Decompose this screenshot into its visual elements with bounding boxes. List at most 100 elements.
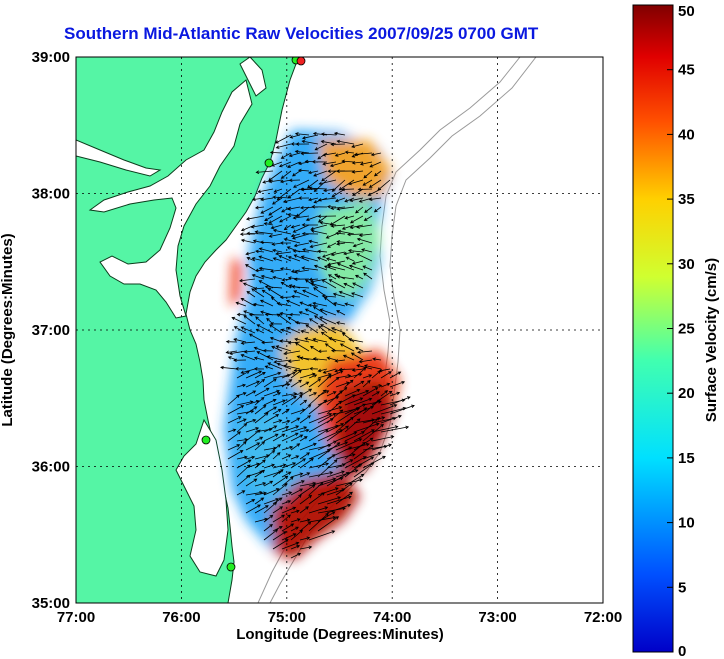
velocity-arrow xyxy=(258,247,274,253)
velocity-arrow xyxy=(272,408,282,415)
velocity-arrow xyxy=(267,287,283,298)
velocity-arrow xyxy=(362,374,373,379)
velocity-arrow xyxy=(356,253,373,262)
velocity-arrow xyxy=(269,336,283,343)
velocity-arrow xyxy=(389,371,402,379)
velocity-arrow xyxy=(336,321,346,325)
velocity-arrow xyxy=(254,412,269,424)
velocity-arrow xyxy=(300,151,319,156)
velocity-arrow xyxy=(344,431,365,442)
velocity-arrow xyxy=(353,389,370,397)
velocity-arrow xyxy=(362,417,381,433)
velocity-arrow xyxy=(389,396,411,406)
velocity-arrow xyxy=(240,326,256,334)
velocity-arrow xyxy=(343,251,355,256)
velocity-arrow xyxy=(341,187,355,192)
velocity-arrow xyxy=(302,248,319,253)
velocity-arrow xyxy=(299,458,314,469)
velocity-arrow xyxy=(372,357,382,361)
velocity-arrow xyxy=(354,274,364,280)
velocity-arrow xyxy=(255,170,274,174)
velocity-arrow xyxy=(341,224,355,230)
velocity-arrow xyxy=(330,142,346,147)
velocity-arrow xyxy=(281,445,294,451)
velocity-arrow xyxy=(263,425,278,433)
velocity-arrow xyxy=(258,255,274,262)
velocity-arrow xyxy=(371,425,399,433)
velocity-arrow xyxy=(347,249,364,253)
velocity-arrow xyxy=(344,379,354,388)
velocity-arrow xyxy=(227,394,240,406)
velocity-arrow xyxy=(308,197,319,202)
velocity-arrow xyxy=(317,496,342,505)
velocity-arrow xyxy=(251,288,265,298)
colorbar-tick-label: 5 xyxy=(678,579,686,596)
lon-tick-label: 76:00 xyxy=(162,609,200,626)
velocity-arrow xyxy=(240,341,256,345)
velocity-arrow xyxy=(335,231,346,236)
velocity-arrow xyxy=(261,289,274,298)
velocity-arrow xyxy=(335,478,363,487)
velocity-arrow xyxy=(281,533,297,541)
velocity-arrow xyxy=(304,337,319,343)
velocity-arrow xyxy=(283,224,292,231)
velocity-arrow xyxy=(254,372,266,379)
velocity-arrow xyxy=(328,279,346,289)
potomac-river xyxy=(76,139,162,177)
velocity-arrow xyxy=(310,229,328,235)
velocity-arrow xyxy=(251,257,265,262)
velocity-arrow xyxy=(272,444,281,451)
velocity-arrow xyxy=(335,431,358,442)
velocity-arrow xyxy=(258,266,274,271)
pamlico-sound xyxy=(175,418,229,577)
velocity-arrow xyxy=(245,442,261,451)
lon-tick-label: 74:00 xyxy=(373,609,411,626)
velocity-arrow xyxy=(290,224,301,229)
velocity-arrow xyxy=(317,214,337,219)
velocity-arrow xyxy=(317,256,328,262)
velocity-arrow xyxy=(313,197,328,204)
velocity-arrow xyxy=(236,464,251,478)
velocity-arrow xyxy=(299,545,313,550)
colorbar-tick-label: 0 xyxy=(678,643,686,659)
velocity-arrow xyxy=(317,368,328,373)
velocity-arrow xyxy=(330,348,346,353)
velocity-arrow xyxy=(274,134,292,144)
velocity-arrow xyxy=(389,404,415,415)
velocity-arrow xyxy=(363,215,373,221)
velocity-arrow xyxy=(228,350,247,356)
y-axis-title: Latitude (Degrees:Minutes) xyxy=(0,233,16,426)
velocity-arrow xyxy=(357,187,373,192)
velocity-arrow xyxy=(290,518,301,523)
velocity-arrow xyxy=(322,251,337,258)
velocity-arrow xyxy=(362,399,381,415)
velocity-arrow xyxy=(337,229,355,235)
velocity-arrow xyxy=(298,311,310,316)
velocity-arrow xyxy=(335,482,353,496)
velocity-arrow xyxy=(330,206,346,210)
velocity-arrow xyxy=(305,324,319,334)
velocity-arrow xyxy=(304,308,319,316)
velocity-arrow xyxy=(352,282,364,289)
velocity-arrow xyxy=(322,368,337,374)
velocity-arrow xyxy=(336,310,346,316)
velocity-arrow xyxy=(344,150,355,155)
velocity-arrow xyxy=(259,240,274,245)
velocity-arrow xyxy=(371,384,383,388)
velocity-arrow xyxy=(336,275,355,280)
velocity-arrow xyxy=(236,441,247,451)
velocity-arrow xyxy=(362,387,379,397)
velocity-arrow xyxy=(299,301,310,307)
colorbar-tick-label: 30 xyxy=(678,256,695,273)
velocity-arrow xyxy=(317,197,337,202)
velocity-arrow xyxy=(349,197,364,202)
velocity-arrow xyxy=(350,352,364,361)
velocity-arrow xyxy=(236,423,248,433)
velocity-arrow xyxy=(373,170,382,177)
velocity-arrow xyxy=(250,224,265,229)
velocity-arrow xyxy=(308,378,322,388)
chesapeake-bay xyxy=(88,79,253,319)
velocity-arrow xyxy=(287,340,301,345)
velocity-arrow xyxy=(275,251,292,256)
